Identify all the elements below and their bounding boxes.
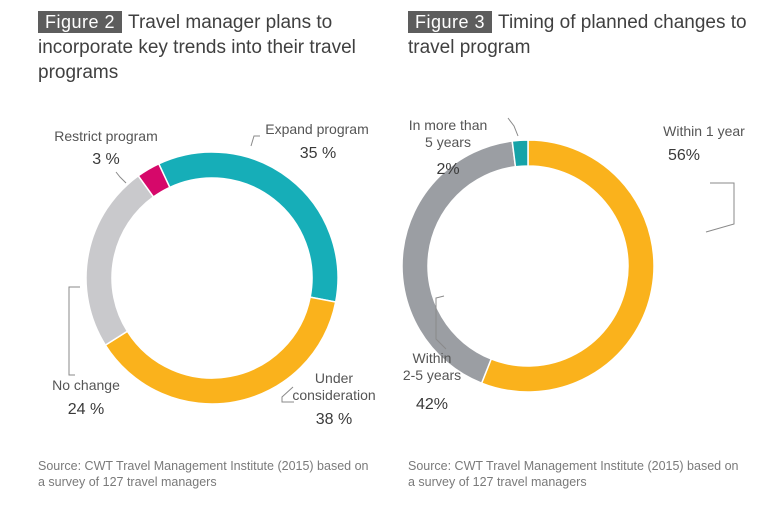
- leader-line-within-2-5-years: [435, 295, 447, 350]
- figure-3-heading: Figure 3 Timing of planned changes to tra…: [408, 10, 758, 60]
- slice-value-expand-program: 35 %: [300, 145, 336, 162]
- slice-value-in-more-than-5-years: 2%: [436, 161, 459, 178]
- slice-value-under-consideration: 38 %: [316, 411, 352, 428]
- figure-3-source: Source: CWT Travel Management Institute …: [408, 459, 739, 489]
- figure-2-source: Source: CWT Travel Management Institute …: [38, 459, 369, 489]
- slice-label-under-consideration: consideration: [292, 387, 375, 403]
- leader-line-expand-program: [250, 135, 260, 147]
- slice-restrict-program: [137, 162, 171, 198]
- figure-2-panel: Figure 2 Travel manager plans to incorpor…: [38, 10, 378, 489]
- slice-label-within-2-5-years: 2-5 years: [403, 367, 461, 383]
- slice-label-within-2-5-years: Within: [413, 350, 452, 366]
- figure-2-label: Figure 2: [38, 11, 123, 33]
- figure-2-title: Travel manager plans to incorporate key …: [38, 12, 356, 83]
- leader-line-restrict-program: [115, 171, 127, 184]
- slice-label-in-more-than-5-years: 5 years: [425, 134, 471, 150]
- slice-label-under-consideration: Under: [315, 370, 353, 386]
- slice-in-more-than-5-years: [511, 139, 529, 168]
- leader-line-within-1-year: [705, 182, 735, 233]
- slice-expand-program: [157, 151, 339, 303]
- slice-label-expand-program: Expand program: [265, 121, 369, 137]
- leader-line-under-consideration: [281, 386, 294, 403]
- slice-label-in-more-than-5-years: In more than: [409, 117, 488, 133]
- figure-3-label: Figure 3: [408, 11, 493, 33]
- slice-label-no-change: No change: [52, 377, 120, 393]
- figure-2-heading: Figure 2 Travel manager plans to incorpor…: [38, 10, 378, 85]
- slice-label-within-1-year: Within 1 year: [663, 123, 745, 139]
- slice-within-1-year: [480, 139, 655, 393]
- leader-line-in-more-than-5-years: [507, 117, 519, 137]
- slice-value-restrict-program: 3 %: [92, 151, 120, 168]
- leader-line-no-change: [68, 286, 80, 376]
- slice-no-change: [85, 174, 155, 347]
- slice-value-within-1-year: 56%: [668, 147, 700, 164]
- figure-3-title: Timing of planned changes to travel prog…: [408, 12, 747, 58]
- slice-label-restrict-program: Restrict program: [54, 128, 157, 144]
- figure-3-panel: Figure 3 Timing of planned changes to tra…: [384, 0, 768, 505]
- slice-value-within-2-5-years: 42%: [416, 396, 448, 413]
- slice-value-no-change: 24 %: [68, 401, 104, 418]
